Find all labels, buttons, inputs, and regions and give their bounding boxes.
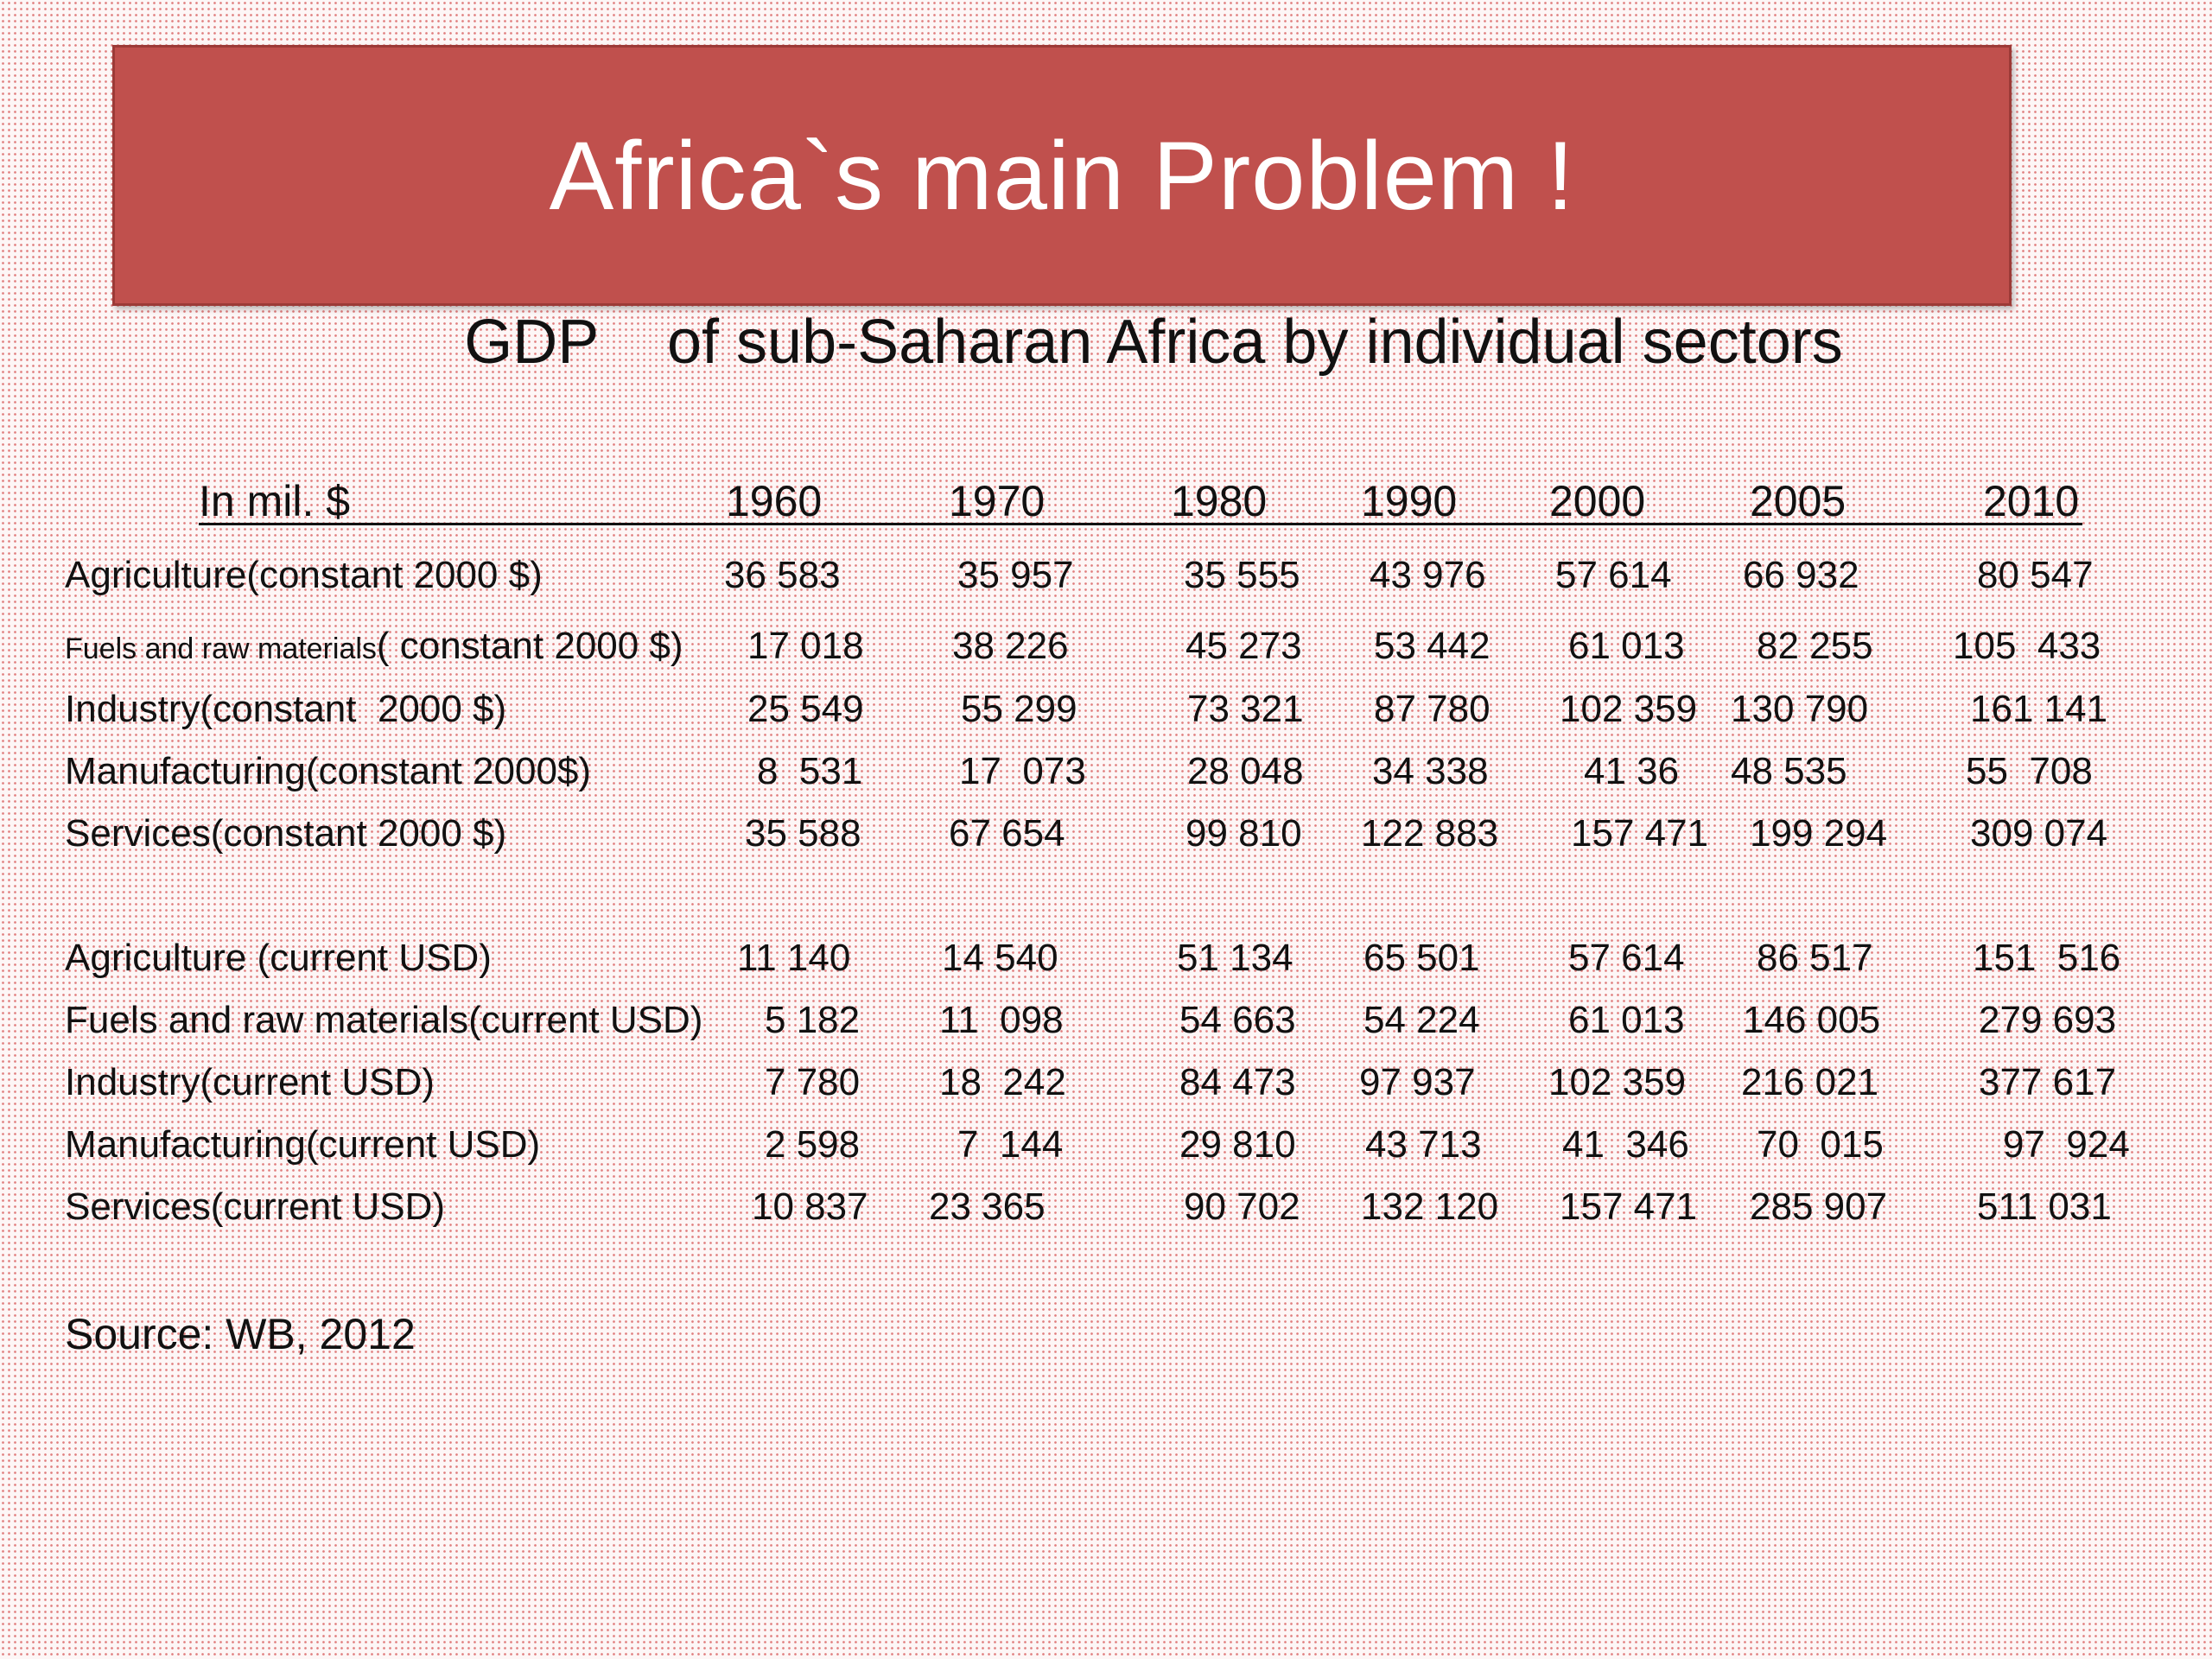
table-cell: 66 932 [1743,554,1859,596]
table-cell: 43 976 [1370,554,1486,596]
table-header-year: 2000 [1549,477,1646,525]
header-underline [199,523,2082,525]
table-cell: 73 321 [1187,688,1304,730]
table-cell: 90 702 [1184,1185,1300,1228]
table-cell: 309 074 [1970,812,2108,855]
table-cell: 35 555 [1184,554,1300,596]
table-cell: 25 549 [747,688,864,730]
slide-subtitle: GDP of sub-Saharan Africa by individual … [464,308,1843,377]
row-label: Fuels and raw materials(current USD) [65,999,703,1041]
row-label-suffix: ( constant 2000 $) [376,625,683,667]
table-cell: 54 663 [1179,999,1296,1041]
table-cell: 511 031 [1977,1185,2112,1228]
row-label: Industry(current USD) [65,1061,435,1103]
table-cell: 132 120 [1361,1185,1499,1228]
table-cell: 17 073 [959,750,1086,792]
table-cell: 65 501 [1363,937,1480,979]
table-cell: 55 299 [961,688,1077,730]
table-cell: 105 433 [1953,625,2101,667]
row-label: Manufacturing(current USD) [65,1123,541,1166]
table-cell: 7 780 [765,1061,861,1103]
table-header-year: 1990 [1361,477,1458,525]
table-cell: 10 837 [752,1185,868,1228]
table-cell: 146 005 [1743,999,1881,1041]
row-label: Agriculture (current USD) [65,937,492,979]
table-cell: 14 540 [942,937,1058,979]
source-note: Source: WB, 2012 [65,1310,416,1358]
table-cell: 53 442 [1374,625,1491,667]
table-cell: 377 617 [1979,1061,2117,1103]
table-cell: 97 924 [2003,1123,2130,1166]
table-cell: 97 937 [1359,1061,1476,1103]
table-cell: 18 242 [939,1061,1066,1103]
table-cell: 7 144 [957,1123,1064,1166]
table-cell: 216 021 [1741,1061,1879,1103]
table-cell: 2 598 [765,1123,861,1166]
table-cell: 28 048 [1187,750,1304,792]
table-cell: 279 693 [1979,999,2117,1041]
table-cell: 23 365 [929,1185,1046,1228]
table-cell: 55 708 [1966,750,2093,792]
table-cell: 41 36 [1584,750,1680,792]
table-cell: 36 583 [724,554,841,596]
table-cell: 35 957 [957,554,1074,596]
table-cell: 45 273 [1185,625,1302,667]
table-cell: 54 224 [1363,999,1480,1041]
table-cell: 61 013 [1568,625,1685,667]
table-cell: 99 810 [1185,812,1302,855]
row-label: Agriculture(constant 2000 $) [65,554,543,596]
table-header-unit: In mil. $ [199,477,351,525]
table-cell: 151 516 [1973,937,2121,979]
table-cell: 48 535 [1731,750,1847,792]
table-cell: 43 713 [1365,1123,1482,1166]
table-header-year: 1980 [1171,477,1268,525]
table-cell: 11 140 [737,937,851,979]
table-cell: 17 018 [747,625,864,667]
table-cell: 38 226 [952,625,1069,667]
table-cell: 70 015 [1757,1123,1884,1166]
table-cell: 157 471 [1560,1185,1698,1228]
table-cell: 80 547 [1977,554,2094,596]
table-cell: 34 338 [1372,750,1489,792]
table-header-year: 2010 [1983,477,2080,525]
table-cell: 157 471 [1571,812,1709,855]
row-label-small: Fuels and raw materials [65,632,377,665]
slide-title: Africa`s main Problem ! [549,121,1575,230]
table-cell: 29 810 [1179,1123,1296,1166]
title-banner: Africa`s main Problem ! [112,45,2012,306]
table-cell: 35 588 [745,812,861,855]
table-header-year: 2005 [1750,477,1847,525]
table-header-year: 1960 [726,477,823,525]
table-cell: 161 141 [1970,688,2108,730]
table-cell: 8 531 [757,750,863,792]
table-cell: 57 614 [1568,937,1685,979]
table-cell: 82 255 [1757,625,1873,667]
table-cell: 61 013 [1568,999,1685,1041]
table-cell: 122 883 [1361,812,1499,855]
table-cell: 130 790 [1731,688,1869,730]
table-cell: 11 098 [939,999,1064,1041]
table-cell: 285 907 [1750,1185,1888,1228]
table-cell: 67 654 [949,812,1065,855]
row-label: Services(current USD) [65,1185,446,1228]
row-label: Industry(constant 2000 $) [65,688,507,730]
table-cell: 102 359 [1548,1061,1687,1103]
table-cell: 51 134 [1177,937,1294,979]
table-cell: 199 294 [1750,812,1888,855]
table-cell: 57 614 [1555,554,1672,596]
table-cell: 84 473 [1179,1061,1296,1103]
table-cell: 86 517 [1757,937,1873,979]
row-label: Manufacturing(constant 2000$) [65,750,592,792]
table-cell: 41 346 [1562,1123,1689,1166]
table-cell: 102 359 [1560,688,1698,730]
table-cell: 87 780 [1374,688,1491,730]
table-cell: 5 182 [765,999,861,1041]
table-header-year: 1970 [949,477,1046,525]
row-label: Fuels and raw materials( constant 2000 $… [65,624,683,671]
row-label: Services(constant 2000 $) [65,812,507,855]
